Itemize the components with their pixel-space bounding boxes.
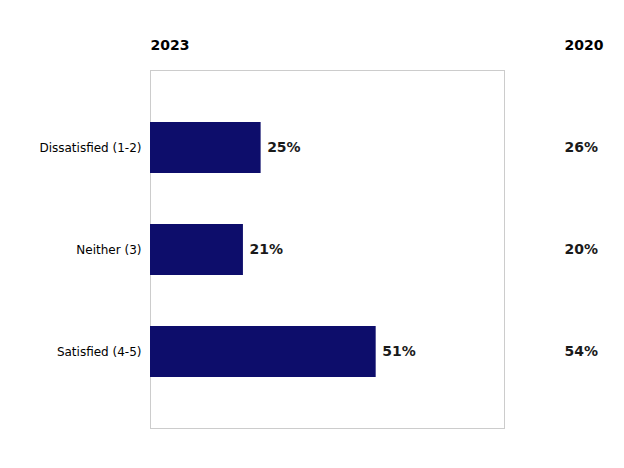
svg-text:Neither (3): Neither (3) [76, 243, 141, 257]
svg-text:21%: 21% [249, 241, 283, 257]
svg-text:25%: 25% [267, 139, 301, 155]
svg-text:20%: 20% [565, 241, 599, 257]
svg-text:54%: 54% [565, 343, 599, 359]
svg-text:2020: 2020 [565, 37, 604, 53]
svg-text:51%: 51% [382, 343, 416, 359]
svg-text:2023: 2023 [151, 37, 190, 53]
svg-text:26%: 26% [565, 139, 599, 155]
svg-text:Dissatisfied (1-2): Dissatisfied (1-2) [39, 141, 141, 155]
svg-text:Satisfied (4-5): Satisfied (4-5) [57, 345, 142, 359]
